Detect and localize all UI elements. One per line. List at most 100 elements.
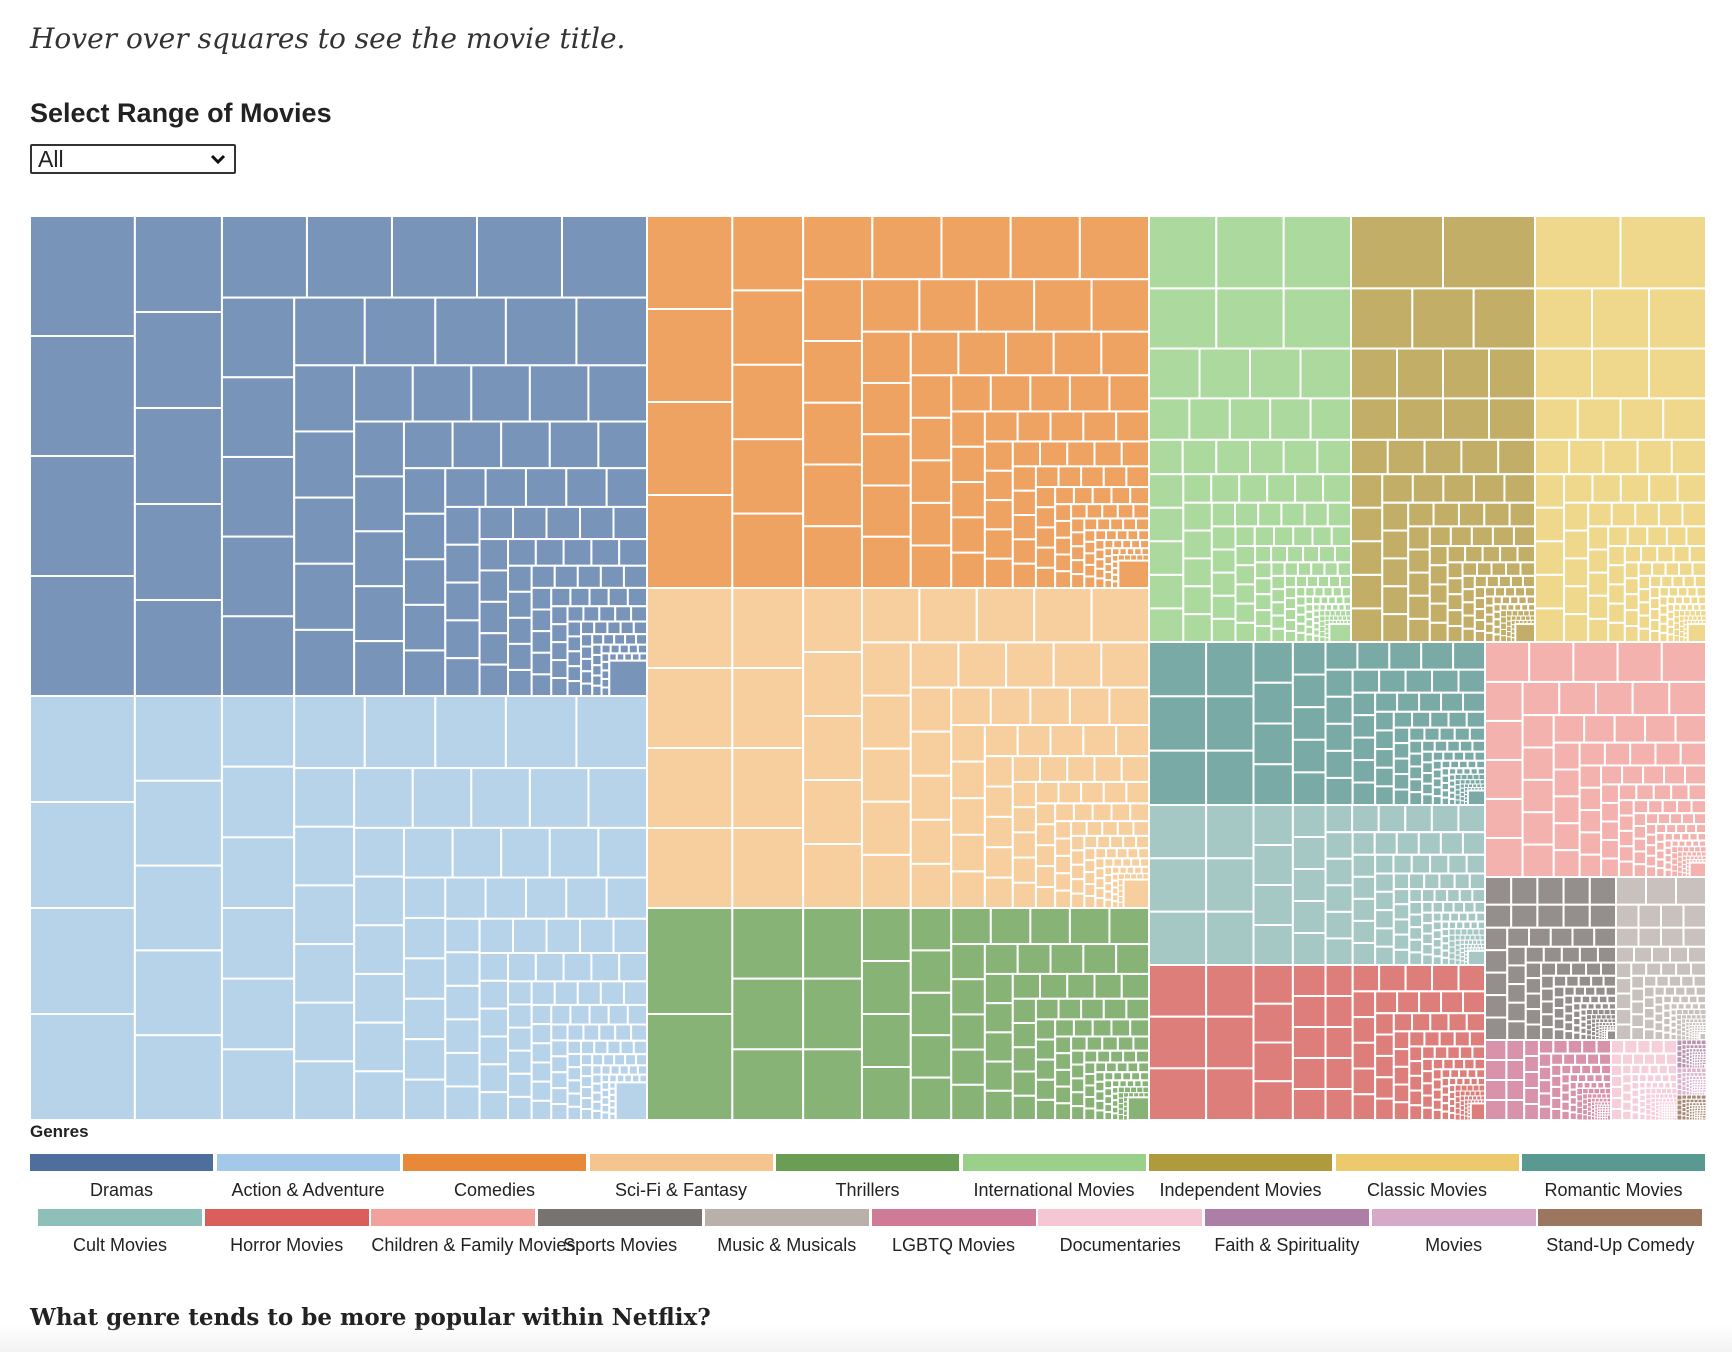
tile-children-family-movies[interactable] (1484, 797, 1524, 839)
tile-classic-movies[interactable] (1700, 610, 1707, 617)
tile-comedies[interactable] (731, 512, 805, 589)
tile-cult-movies[interactable] (1455, 920, 1465, 930)
tile-international-movies[interactable] (1182, 501, 1213, 532)
tile-sports-movies[interactable] (1595, 1022, 1600, 1027)
tile-action-adventure[interactable] (293, 1001, 356, 1063)
tile-children-family-movies[interactable] (1600, 801, 1620, 823)
tile-lgbtq-movies[interactable] (1484, 1059, 1508, 1081)
tile-dramas[interactable] (444, 543, 481, 584)
tile-children-family-movies[interactable] (1578, 764, 1603, 789)
tile-faith-spirituality[interactable] (1676, 1045, 1683, 1052)
tile-sports-movies[interactable] (1591, 1031, 1597, 1037)
tile-sci-fi-fantasy[interactable] (1091, 802, 1113, 823)
tile-cult-movies[interactable] (1421, 953, 1434, 966)
tile-romantic-movies[interactable] (1408, 765, 1424, 781)
tile-movies[interactable] (1689, 1072, 1695, 1077)
tile-international-movies[interactable] (1280, 501, 1306, 528)
tile-faith-spirituality[interactable] (1685, 1059, 1690, 1065)
tile-international-movies[interactable] (1148, 347, 1201, 400)
tile-dramas[interactable] (478, 632, 510, 666)
tile-sports-movies[interactable] (1584, 985, 1597, 997)
tile-independent-movies[interactable] (1500, 595, 1512, 606)
tile-children-family-movies[interactable] (1663, 839, 1673, 849)
tile-documentaries[interactable] (1662, 1097, 1667, 1103)
tile-dramas[interactable] (534, 538, 565, 567)
tile-action-adventure[interactable] (566, 1023, 585, 1042)
tile-faith-spirituality[interactable] (1681, 1048, 1687, 1055)
tile-sci-fi-fantasy[interactable] (802, 651, 863, 717)
tile-dramas[interactable] (500, 420, 551, 470)
tile-comedies[interactable] (1016, 410, 1052, 443)
tile-lgbtq-movies[interactable] (1577, 1073, 1588, 1084)
tile-sci-fi-fantasy[interactable] (860, 747, 912, 803)
tile-independent-movies[interactable] (1350, 473, 1384, 509)
tile-sports-movies[interactable] (1524, 992, 1543, 1011)
tile-children-family-movies[interactable] (1655, 858, 1666, 870)
tile-independent-movies[interactable] (1381, 585, 1410, 616)
tile-action-adventure[interactable] (602, 1053, 616, 1067)
tile-international-movies[interactable] (1334, 595, 1345, 606)
tile-horror-movies[interactable] (1464, 1090, 1471, 1097)
tile-children-family-movies[interactable] (1679, 741, 1707, 767)
tile-lgbtq-movies[interactable] (1587, 1087, 1595, 1095)
tile-thrillers[interactable] (1070, 1105, 1086, 1122)
tile-comedies[interactable] (1132, 503, 1151, 520)
tile-romantic-movies[interactable] (1440, 767, 1451, 777)
tile-cult-movies[interactable] (1395, 831, 1420, 856)
tile-lgbtq-movies[interactable] (1523, 1055, 1540, 1073)
tile-music-musicals[interactable] (1685, 1036, 1690, 1041)
tile-cult-movies[interactable] (1462, 920, 1472, 930)
tile-action-adventure[interactable] (530, 1061, 553, 1083)
tile-classic-movies[interactable] (1563, 557, 1590, 588)
tile-romantic-movies[interactable] (1324, 776, 1354, 807)
tile-thrillers[interactable] (1109, 1049, 1125, 1064)
tile-children-family-movies[interactable] (1694, 846, 1701, 853)
tile-action-adventure[interactable] (550, 1039, 569, 1058)
tile-dramas[interactable] (565, 467, 608, 508)
tile-thrillers[interactable] (909, 949, 953, 994)
tile-sports-movies[interactable] (1588, 876, 1618, 906)
tile-thrillers[interactable] (1094, 1071, 1106, 1083)
tile-sports-movies[interactable] (1540, 1013, 1555, 1029)
tile-comedies[interactable] (1034, 506, 1057, 529)
tile-romantic-movies[interactable] (1205, 749, 1255, 806)
tile-sports-movies[interactable] (1585, 1009, 1593, 1016)
tile-sports-movies[interactable] (1563, 1021, 1575, 1033)
tile-comedies[interactable] (909, 544, 953, 590)
tile-romantic-movies[interactable] (1324, 749, 1354, 779)
tile-romantic-movies[interactable] (1449, 759, 1461, 770)
tile-lgbtq-movies[interactable] (1591, 1093, 1598, 1099)
tile-classic-movies[interactable] (1534, 506, 1566, 543)
tile-classic-movies[interactable] (1563, 473, 1594, 504)
tile-sports-movies[interactable] (1600, 1014, 1607, 1020)
tile-comedies[interactable] (1070, 503, 1088, 520)
tile-romantic-movies[interactable] (1458, 759, 1469, 770)
tile-sports-movies[interactable] (1552, 996, 1566, 1010)
tile-dramas[interactable] (550, 586, 572, 608)
tile-romantic-movies[interactable] (1459, 791, 1465, 798)
tile-faith-spirituality[interactable] (1700, 1039, 1707, 1046)
tile-cult-movies[interactable] (1431, 955, 1443, 967)
tile-cult-movies[interactable] (1464, 934, 1471, 941)
tile-music-musicals[interactable] (1645, 876, 1677, 906)
tile-dramas[interactable] (530, 564, 556, 589)
tile-sci-fi-fantasy[interactable] (1112, 857, 1124, 868)
tile-international-movies[interactable] (1210, 525, 1237, 551)
tile-action-adventure[interactable] (591, 1053, 605, 1067)
tile-comedies[interactable] (1102, 465, 1128, 489)
tile-children-family-movies[interactable] (1671, 864, 1679, 872)
tile-faith-spirituality[interactable] (1685, 1055, 1690, 1061)
tile-music-musicals[interactable] (1660, 926, 1685, 948)
tile-classic-movies[interactable] (1660, 574, 1674, 589)
tile-action-adventure[interactable] (627, 1064, 639, 1076)
tile-comedies[interactable] (1034, 566, 1057, 589)
tile-sci-fi-fantasy[interactable] (1033, 587, 1093, 644)
tile-comedies[interactable] (802, 339, 863, 404)
tile-action-adventure[interactable] (636, 1064, 648, 1076)
tile-independent-movies[interactable] (1505, 615, 1512, 622)
tile-international-movies[interactable] (1234, 602, 1257, 624)
tile-international-movies[interactable] (1324, 610, 1331, 617)
tile-music-musicals[interactable] (1662, 1016, 1672, 1027)
tile-cult-movies[interactable] (1392, 872, 1411, 891)
tile-dramas[interactable] (133, 407, 223, 505)
